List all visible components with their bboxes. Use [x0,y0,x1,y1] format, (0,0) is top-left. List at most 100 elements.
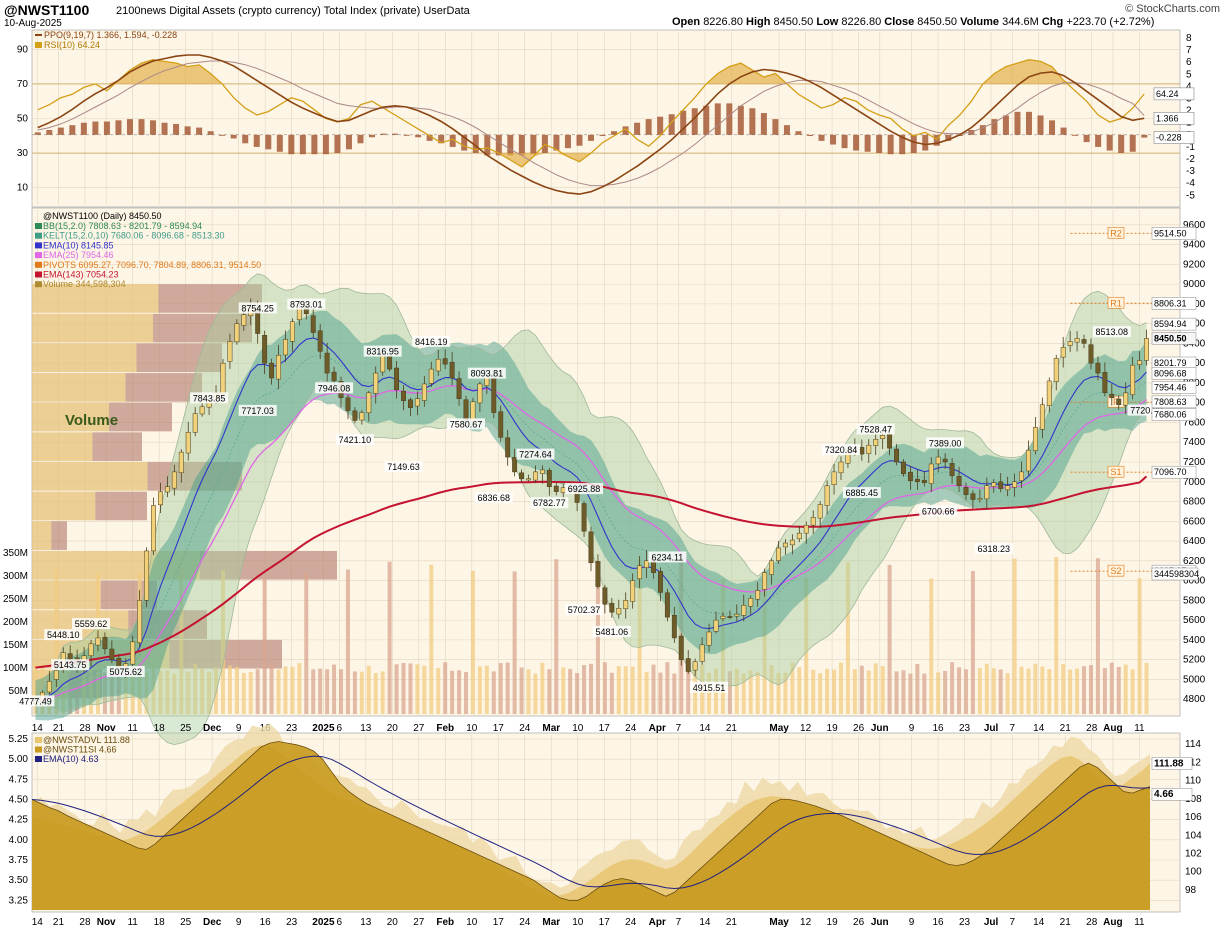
ppo-histogram-bar [1129,134,1136,152]
candle-body [1012,481,1018,488]
volume-bar [123,671,128,714]
breadth-ema10-line [31,755,1151,890]
breadth-legend-swatch [35,746,42,753]
ppo-tick-label: 8 [1186,33,1192,44]
price-annotation: 5448.10 [47,630,80,640]
volume-bar [373,673,378,714]
x-axis-tick-label: Aug [1103,723,1122,734]
volume-bar [526,669,531,714]
x-axis-tick-label: 27 [413,917,425,928]
candle-body [956,476,962,486]
candle-body [824,485,830,506]
pivot-tag-r2 [1107,226,1125,239]
rsi-legend: RSI(10) 64.24 [44,40,100,50]
volume-bar [832,669,837,714]
x-axis-tick-label: 10 [466,723,478,734]
volume-bar [186,671,191,714]
ppo-histogram-bar [657,116,664,135]
candle-body [595,561,601,587]
candle-body [95,637,101,646]
volume-bar [33,663,38,714]
pivot-tag-label: P [1113,397,1119,407]
volume-value: 344.6M [1002,16,1039,28]
ppo-histogram-bar [392,133,399,135]
volume-bar [429,564,434,714]
x-axis-tick-label: 17 [493,723,505,734]
price-chart-title: @NWST1100 (Daily) 8450.50 [43,211,162,221]
close-value: 8450.50 [917,16,958,28]
volume-bar [255,669,260,714]
low-label: Low [816,16,839,28]
price-legend-entry: KELT(15,2.0,10) 7680.06 - 8096.68 - 8513… [43,231,224,241]
volume-label: Volume [960,16,1000,28]
ppo-histogram-bar [783,125,790,135]
ppo-histogram-bar [576,134,583,146]
candle-body [491,378,497,413]
candle-body [1137,360,1143,365]
breadth-value-label: 111.88 [1154,758,1184,769]
x-axis-tick-label: 7 [1009,917,1015,928]
breadth-right-tick-label: 106 [1185,812,1202,823]
candle-body [241,314,247,326]
candle-body [1026,449,1031,472]
x-axis-tick-label: Mar [542,723,560,734]
price-annotation-box [412,335,451,347]
price-value-label: 7954.46 [1154,382,1187,392]
candle-body [289,321,295,342]
x-axis-tick-label: 20 [387,723,399,734]
ppo-histogram-bar [818,134,825,141]
volume-bar [651,664,656,714]
ppo-histogram-bar [1141,134,1148,138]
price-annotation: 7720.02 [1130,406,1163,416]
ppo-histogram-bar [737,105,744,135]
high-label: High [746,16,771,28]
price-annotation-box [72,618,111,630]
candle-body [109,648,115,660]
volume-bar [936,672,941,714]
volume-by-price-up-bar [32,402,109,432]
volume-bar [637,559,642,714]
volume-bar [248,671,253,714]
ppo-histogram-bar [276,134,283,152]
volume-bar [707,672,712,714]
ppo-histogram-bar [1014,111,1021,135]
candle-body [151,505,156,552]
x-axis-tick-label: 6 [337,917,343,928]
ppo-histogram-bar [680,110,687,135]
candle-body [664,592,670,618]
volume-bar [887,564,892,714]
price-annotation: 6700.66 [922,506,955,516]
x-axis-tick-label: 18 [154,723,166,734]
price-tick-label: 9000 [1183,279,1206,290]
volume-bar [297,663,302,714]
candle-body [887,433,893,449]
candle-body [609,602,615,613]
candle-body [171,471,177,489]
candle-body [817,504,823,519]
volume-by-price-down-bar [92,432,142,461]
price-tick-label: 5200 [1183,655,1206,666]
candle-body [296,307,302,321]
volume-bar [436,667,441,714]
candle-body [623,600,629,610]
ppo-histogram-bar [611,131,618,135]
candle-body [414,398,420,407]
breadth-left-tick-label: 4.50 [9,795,29,806]
x-axis-tick-label: Apr [649,917,666,928]
x-axis-tick-label: 28 [1086,917,1098,928]
volume-bar [859,665,864,714]
candle-body [178,451,184,473]
change-label: Chg [1041,16,1064,28]
volume-tick-label: 50M [9,686,28,697]
candle-body [1074,338,1080,343]
candle-body [387,356,393,370]
price-annotation-box [648,551,687,563]
ppo-histogram-bar [426,134,433,141]
volume-bar [950,662,955,714]
candle-body [234,323,240,343]
x-axis-tick-label: 21 [53,723,65,734]
volume-bar [1095,558,1100,714]
price-annotation: 7421.10 [339,435,372,445]
ppo-histogram-bar [311,134,318,155]
ppo-histogram-bar [876,134,883,153]
